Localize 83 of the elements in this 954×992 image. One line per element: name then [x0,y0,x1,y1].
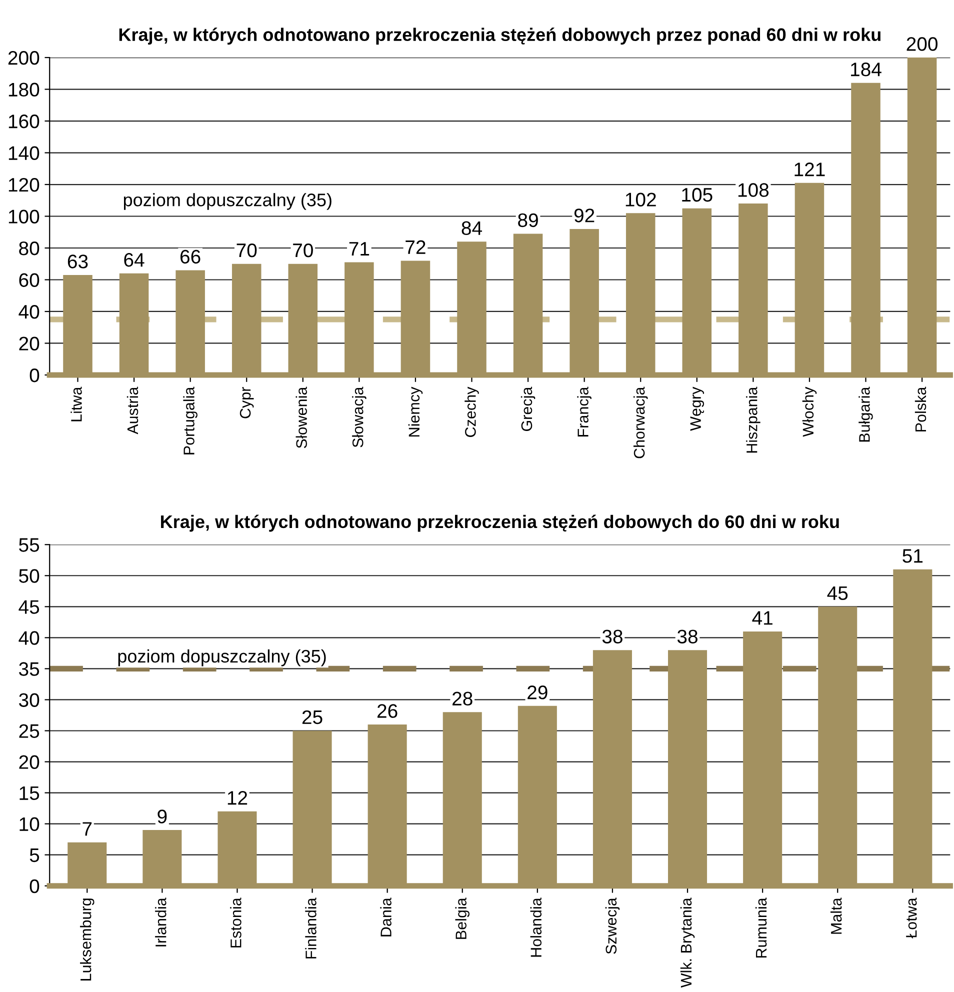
data-label: 63 [68,254,88,268]
data-label: 38 [602,630,622,644]
data-label: 70 [236,243,257,258]
x-tick-label: Niemcy [408,386,423,436]
x-tick-label: Słowenia [296,386,307,448]
y-tick-label: 40 [18,631,40,645]
data-label: 25 [302,710,322,724]
x-tick-label: Holandia [530,898,542,957]
y-tick-label: 15 [20,786,40,800]
ref-line-label: poziom dopuszczalny (35) [118,649,326,666]
y-tick-label: 5 [30,848,40,862]
y-tick-label: 160 [8,114,40,128]
x-tick-label: Austria [126,386,138,434]
y-tick-label: 55 [19,538,40,552]
x-tick-label: Włochy [802,386,817,437]
y-tick-label: 60 [19,273,40,287]
y-tick-label: 0 [30,879,40,894]
x-tick-label: Irlandia [155,898,166,946]
data-label: 102 [626,192,656,206]
x-tick-label: Wlk. Brytania [680,898,695,988]
data-label: 66 [180,250,200,264]
data-label: 184 [851,62,882,76]
data-label: 29 [528,686,548,700]
x-tick-label: Szwecja [605,898,620,954]
data-label: 9 [158,810,167,824]
x-tick-label: Portugalia [183,386,198,454]
y-tick-label: 25 [19,724,40,738]
data-label: 12 [228,791,248,805]
x-tick-label: Francja [577,386,592,436]
chart-title: Kraje, w których odnotowano przekroczenia stężeń dobowych do 60 dni w roku [161,514,839,532]
x-tick-label: Czechy [464,386,479,437]
y-tick-label: 10 [20,817,40,832]
data-label: 38 [677,630,698,644]
x-tick-label: Estonia [230,898,242,948]
data-label: 121 [794,162,825,176]
x-tick-label: Dania [380,898,392,936]
data-label: 92 [574,208,594,222]
data-label: 105 [682,188,712,202]
y-tick-label: 0 [30,368,40,382]
chart-title: Kraje, w których odnotowano przekroczenia stężeń dobowych przez ponad 60 dni w roku [119,28,880,45]
x-tick-label: Luksemburg [80,898,94,980]
annotation: poziom dopuszczalny (35) [124,193,332,210]
x-tick-label: Bułgaria [858,386,873,442]
x-tick-label: Litwa [70,386,82,422]
data-label: 45 [827,586,848,600]
y-tick-label: 120 [8,178,40,192]
x-tick-label: Malta [830,898,842,934]
y-tick-label: 140 [8,146,40,160]
x-tick-label: Słowacja [352,386,366,448]
x-tick-label: Węgry [690,386,704,431]
y-tick-label: 100 [8,210,40,224]
data-label: 84 [462,221,482,236]
x-tick-label: Rumunia [755,898,767,958]
y-tick-label: 80 [19,241,40,256]
x-tick-label: Polska [914,386,926,432]
data-label: 7 [82,822,92,836]
y-tick-label: 20 [19,755,40,770]
x-tick-label: Belgia [455,898,470,939]
x-tick-label: Grecja [520,386,536,432]
x-tick-label: Cypr [240,387,254,418]
data-label: 71 [349,242,370,256]
data-label: 26 [377,704,398,718]
y-tick-label: 50 [19,569,40,583]
data-label: 72 [406,240,426,254]
y-tick-label: 200 [8,51,40,65]
data-label: 28 [452,692,472,706]
data-label: 51 [902,549,923,563]
x-tick-label: Łotwa [906,898,917,938]
data-label: 70 [293,243,313,258]
y-tick-label: 20 [19,336,40,350]
y-tick-label: 30 [19,693,40,707]
y-tick-label: 180 [8,82,40,97]
x-tick-label: Chorwacja [633,386,648,458]
x-tick-label: Hiszpania [746,386,760,453]
x-tick-label: Finlandia [305,898,316,958]
data-label: 64 [124,253,144,267]
data-label: 108 [738,183,769,197]
y-tick-label: 35 [19,662,40,676]
y-tick-label: 45 [18,600,40,614]
data-label: 41 [752,611,772,625]
y-tick-label: 40 [18,304,40,319]
data-label: 200 [906,37,938,51]
data-label: 89 [518,213,538,228]
